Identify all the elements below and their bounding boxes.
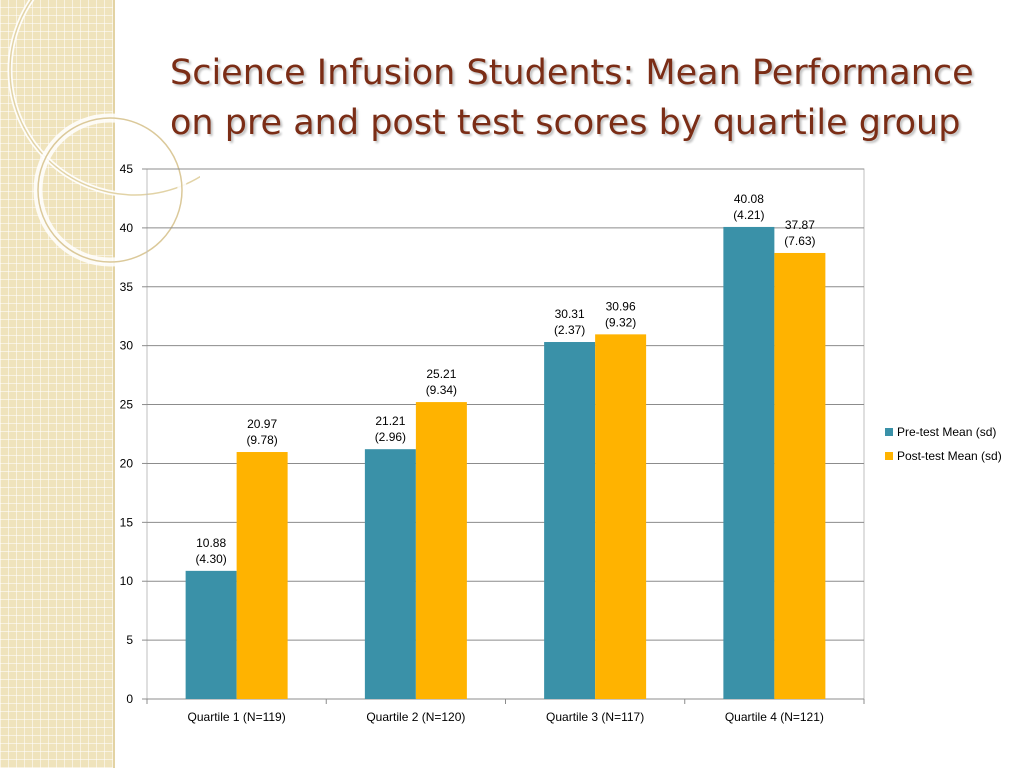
- bar-post-2: [415, 402, 467, 699]
- x-tick-label: Quartile 1 (N=119): [188, 710, 286, 724]
- data-label-value: 40.08: [734, 192, 764, 206]
- bar-post-4: [774, 252, 826, 699]
- data-label-sd: (9.34): [426, 383, 457, 397]
- bar-pre-1: [185, 570, 237, 699]
- y-tick-label: 25: [120, 398, 134, 412]
- bar-pre-3: [544, 342, 596, 699]
- x-tick-label: Quartile 4 (N=121): [725, 710, 824, 724]
- decorative-circles: [7, 0, 200, 267]
- data-label-sd: (2.96): [375, 430, 406, 444]
- data-label-value: 30.96: [606, 299, 636, 313]
- x-tick-label: Quartile 3 (N=117): [546, 710, 644, 724]
- data-label-value: 25.21: [426, 367, 456, 381]
- data-label-value: 30.31: [555, 307, 585, 321]
- data-labels: 10.88 (4.30) 20.97 (9.78) 21.21 (2.96) 25.21 (9…: [195, 192, 815, 566]
- x-tick-label: Quartile 2 (N=120): [366, 710, 465, 724]
- data-label-sd: (4.30): [195, 552, 226, 566]
- bar-post-1: [236, 452, 288, 699]
- x-axis-ticks: Quartile 1 (N=119) Quartile 2 (N=120) Quar…: [188, 710, 824, 724]
- legend-swatch: [885, 452, 893, 460]
- data-label-value: 37.87: [785, 218, 815, 232]
- data-label-value: 20.97: [247, 417, 277, 431]
- legend: Pre-test Mean (sd) Post-test Mean (sd): [885, 425, 1002, 463]
- data-label-sd: (9.32): [605, 315, 636, 329]
- y-tick-label: 10: [120, 574, 134, 588]
- legend-swatch: [885, 428, 893, 436]
- side-band-edge: [113, 0, 115, 768]
- bar-pre-2: [364, 449, 416, 699]
- y-tick-label: 35: [120, 280, 134, 294]
- data-label-value: 21.21: [375, 414, 405, 428]
- data-label-sd: (2.37): [554, 323, 585, 337]
- decorative-side-band: [0, 0, 113, 768]
- y-tick-label: 5: [126, 633, 133, 647]
- y-tick-label: 40: [120, 221, 134, 235]
- y-tick-label: 0: [126, 692, 133, 706]
- bars: [185, 226, 826, 700]
- bar-pre-4: [723, 226, 775, 700]
- y-tick-label: 15: [120, 515, 134, 529]
- legend-label: Post-test Mean (sd): [897, 449, 1002, 463]
- y-tick-label: 30: [120, 339, 134, 353]
- y-tick-label: 20: [120, 456, 134, 470]
- legend-label: Pre-test Mean (sd): [897, 425, 996, 439]
- slide-title: Science Infusion Students: Mean Performa…: [170, 53, 974, 143]
- bar-post-3: [595, 334, 647, 699]
- data-label-sd: (9.78): [246, 433, 277, 447]
- data-label-sd: (4.21): [733, 208, 764, 222]
- data-label-value: 10.88: [196, 536, 226, 550]
- y-tick-label: 45: [120, 162, 134, 176]
- y-axis-ticks: 0 5 10 15 20 25 30 35 40 45: [120, 162, 134, 706]
- data-label-sd: (7.63): [784, 234, 815, 248]
